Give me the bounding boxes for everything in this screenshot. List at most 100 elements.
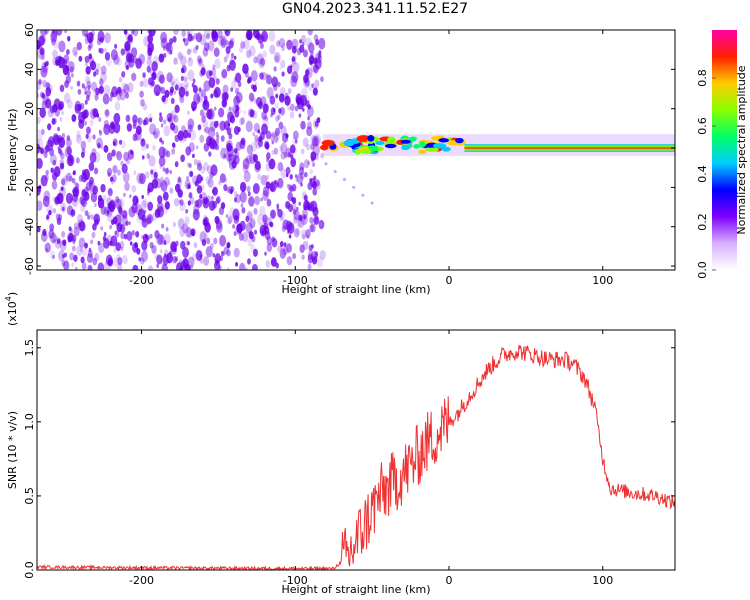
noise-blob xyxy=(225,52,230,59)
signal-blob xyxy=(354,148,362,155)
noise-blob xyxy=(62,239,67,246)
noise-blob xyxy=(162,45,167,51)
noise-blob xyxy=(147,201,154,211)
noise-blob xyxy=(243,170,251,183)
noise-blob xyxy=(182,37,186,42)
noise-blob xyxy=(112,164,118,174)
noise-blob xyxy=(292,136,298,146)
noise-blob xyxy=(55,56,61,66)
noise-blob xyxy=(102,194,107,202)
noise-blob xyxy=(313,175,317,181)
noise-blob xyxy=(203,42,210,52)
noise-dot xyxy=(361,193,365,197)
noise-blob xyxy=(37,226,41,233)
noise-blob xyxy=(138,173,146,185)
noise-blob xyxy=(248,45,256,57)
noise-blob xyxy=(146,65,151,73)
noise-blob xyxy=(79,195,86,206)
noise-blob xyxy=(37,158,43,170)
noise-blob xyxy=(253,56,258,64)
noise-blob xyxy=(220,38,227,49)
noise-blob xyxy=(41,128,45,135)
noise-blob xyxy=(266,236,273,246)
noise-blob xyxy=(225,45,231,54)
noise-blob xyxy=(272,258,276,263)
noise-blob xyxy=(37,81,41,90)
noise-blob xyxy=(292,216,298,225)
noise-blob xyxy=(312,206,319,217)
noise-blob xyxy=(277,114,281,120)
noise-blob xyxy=(88,53,93,60)
noise-blob xyxy=(52,57,58,66)
noise-blob xyxy=(257,173,262,181)
noise-blob xyxy=(238,232,244,241)
noise-blob xyxy=(88,247,92,252)
noise-blob xyxy=(300,148,305,155)
noise-blob xyxy=(192,175,198,185)
noise-blob xyxy=(311,244,314,249)
noise-blob xyxy=(55,30,63,36)
noise-blob xyxy=(275,93,279,99)
snr-y-multiplier-close: ) xyxy=(6,292,19,296)
noise-blob xyxy=(305,229,311,239)
noise-blob xyxy=(60,152,65,160)
snr-y-multiplier: (x104) xyxy=(4,292,19,326)
noise-blob xyxy=(219,235,227,247)
noise-blob xyxy=(147,265,154,270)
noise-blob xyxy=(80,140,87,150)
noise-blob xyxy=(43,151,48,158)
noise-blob xyxy=(110,49,118,61)
noise-blob xyxy=(268,30,276,42)
noise-blob xyxy=(117,86,122,94)
noise-blob xyxy=(260,174,268,186)
noise-blob xyxy=(194,200,199,208)
noise-blob xyxy=(298,214,303,222)
noise-blob xyxy=(51,180,58,190)
noise-blob xyxy=(320,152,324,159)
noise-blob xyxy=(179,95,185,104)
noise-blob xyxy=(312,87,318,96)
noise-blob xyxy=(166,72,173,83)
noise-blob xyxy=(279,248,287,259)
noise-blob xyxy=(287,191,294,202)
noise-blob xyxy=(151,61,158,72)
noise-blob xyxy=(80,256,85,264)
noise-blob xyxy=(216,135,220,140)
noise-blob xyxy=(58,40,66,53)
noise-blob xyxy=(109,204,115,213)
noise-blob xyxy=(277,81,281,88)
noise-blob xyxy=(233,55,237,60)
noise-blob xyxy=(64,65,69,72)
noise-blob xyxy=(59,117,63,122)
noise-blob xyxy=(300,214,308,226)
noise-blob xyxy=(86,80,92,89)
noise-blob xyxy=(98,117,102,123)
noise-blob xyxy=(300,182,303,187)
noise-blob xyxy=(164,249,169,256)
noise-blob xyxy=(100,145,104,150)
noise-blob xyxy=(163,240,167,246)
noise-blob xyxy=(251,263,258,270)
noise-blob xyxy=(139,90,144,98)
noise-blob xyxy=(200,67,206,76)
noise-blob xyxy=(40,231,48,243)
noise-blob xyxy=(269,181,277,193)
noise-blob xyxy=(258,58,265,69)
noise-blob xyxy=(129,194,132,199)
noise-blob xyxy=(126,123,133,132)
noise-blob xyxy=(165,227,169,232)
noise-blob xyxy=(169,169,172,175)
x-tick-label: -200 xyxy=(129,574,154,587)
noise-blob xyxy=(219,120,226,131)
noise-blob xyxy=(137,208,146,221)
noise-blob xyxy=(61,254,65,259)
y-tick-label: 20 xyxy=(23,102,36,116)
noise-blob xyxy=(210,93,214,99)
noise-blob xyxy=(309,178,313,183)
noise-blob xyxy=(143,209,147,214)
noise-blob xyxy=(121,163,128,174)
noise-blob xyxy=(45,60,49,66)
noise-blob xyxy=(149,82,154,88)
noise-blob xyxy=(186,48,191,56)
noise-blob xyxy=(66,135,71,141)
